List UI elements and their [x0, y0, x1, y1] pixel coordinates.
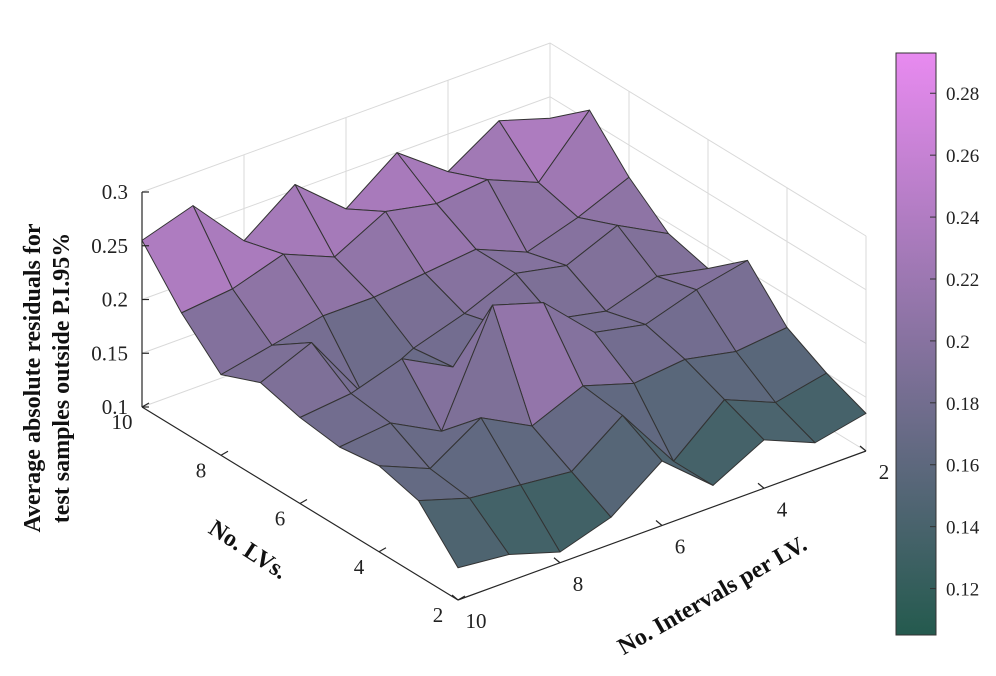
colorbar-tick-label: 0.28	[946, 84, 979, 105]
colorbar-tick-label: 0.16	[946, 456, 979, 477]
colorbar-tick-label: 0.14	[946, 518, 980, 539]
z-tick-label: 0.2	[102, 288, 128, 312]
y-tick-label: 4	[354, 555, 365, 579]
axes: 0.1 0.15 0.2 0.25 0.3 2 4 6 8 10 2 4 6 8 10	[91, 180, 889, 633]
colorbar-tick-label: 0.26	[946, 146, 979, 167]
colorbar-gradient	[895, 52, 937, 636]
z-axis-title-line1: Average absolute residuals for	[20, 223, 46, 532]
y-tick-label: 2	[433, 603, 444, 627]
colorbar-tick-label: 0.2	[946, 332, 970, 353]
x-axis-title: No. Intervals per LV.	[614, 531, 812, 660]
colorbar-tick-label: 0.18	[946, 394, 979, 415]
surface-patch	[418, 497, 510, 569]
colorbar-tick-label: 0.22	[946, 270, 979, 291]
z-tick-label: 0.3	[102, 180, 128, 204]
z-axis-title-line2: test samples outside P.I.95%	[49, 233, 75, 523]
colorbar-tick-label: 0.24	[946, 208, 980, 229]
y-tick-label: 8	[196, 458, 207, 482]
x-tick-label: 6	[675, 535, 686, 559]
x-tick-label: 10	[466, 609, 487, 633]
x-tick-label: 8	[573, 572, 584, 596]
colorbar-tick-label: 0.12	[946, 580, 979, 601]
x-tick-label: 4	[777, 497, 788, 521]
y-tick-label: 6	[275, 507, 286, 531]
z-tick-label: 0.15	[91, 341, 128, 365]
colorbar: 0.12 0.14 0.16 0.18 0.2 0.22 0.24 0.26 0.28	[895, 52, 980, 636]
z-tick-label: 0.1	[102, 395, 128, 419]
surface	[141, 109, 867, 569]
y-tick-label: 10	[112, 410, 133, 434]
x-tick-label: 2	[879, 460, 890, 484]
z-tick-label: 0.25	[91, 234, 128, 258]
